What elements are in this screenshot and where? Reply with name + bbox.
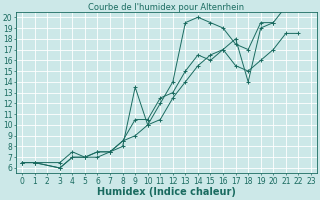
X-axis label: Humidex (Indice chaleur): Humidex (Indice chaleur): [97, 187, 236, 197]
Title: Courbe de l'humidex pour Altenrhein: Courbe de l'humidex pour Altenrhein: [89, 3, 244, 12]
